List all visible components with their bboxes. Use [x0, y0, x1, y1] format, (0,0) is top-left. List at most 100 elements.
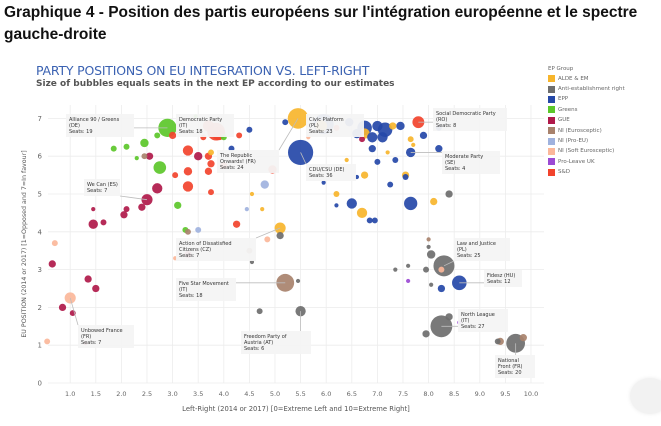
bubble-greens[interactable] [110, 145, 117, 152]
bubble-anti-establishment-right[interactable] [445, 190, 453, 198]
legend-item[interactable]: ALDE & EM [548, 74, 625, 84]
bubble-epp[interactable] [402, 174, 409, 180]
bubble-anti-establishment-right[interactable] [406, 263, 411, 268]
floating-circle-button[interactable] [630, 378, 661, 414]
bubble-alde-em[interactable] [411, 142, 416, 147]
legend-item[interactable]: NI (Eurosceptic) [548, 125, 625, 135]
bubble-epp[interactable] [334, 203, 339, 208]
legend-item[interactable]: Greens [548, 105, 625, 115]
bubble-gue[interactable] [123, 206, 130, 213]
bubble-gue[interactable] [88, 219, 98, 229]
bubble-ni-soft-eurosceptic[interactable] [438, 266, 445, 273]
bubble-anti-establishment-right[interactable] [393, 267, 398, 272]
bubble-alde-em[interactable] [430, 197, 438, 206]
bubble-s-d[interactable] [208, 189, 214, 196]
bubble-epp[interactable] [288, 139, 314, 166]
bubble-ni-eurosceptic[interactable] [141, 153, 148, 160]
bubble-greens[interactable] [174, 201, 182, 209]
bubble-ni-eurosceptic[interactable] [519, 334, 527, 342]
bubble-greens[interactable] [153, 161, 167, 174]
bubble-gue[interactable] [92, 284, 100, 293]
bubble-anti-establishment-right[interactable] [429, 282, 434, 287]
bubble-ni-soft-eurosceptic[interactable] [264, 236, 271, 243]
bubble-s-d[interactable] [182, 145, 194, 156]
bubble-anti-establishment-right[interactable] [445, 313, 453, 321]
bubble-s-d[interactable] [207, 160, 215, 168]
bubble-alde-em[interactable] [333, 191, 340, 197]
bubble-greens[interactable] [154, 132, 161, 139]
bubble-s-d[interactable] [183, 167, 193, 176]
legend-item[interactable]: Pro-Leave UK [548, 157, 625, 167]
bubble-epp[interactable] [346, 198, 357, 209]
bubble-epp[interactable] [377, 132, 388, 143]
bubble-epp[interactable] [419, 131, 428, 140]
bubble-s-d[interactable] [168, 131, 177, 140]
legend-item[interactable]: GUE [548, 115, 625, 125]
bubble-greens[interactable] [134, 155, 139, 161]
bubble-anti-establishment-right[interactable] [276, 231, 284, 240]
bubble-alde-em[interactable] [407, 136, 414, 143]
bubble-gue[interactable] [152, 183, 163, 194]
bubble-epp[interactable] [366, 217, 373, 224]
bubble-anti-establishment-right[interactable] [426, 244, 431, 250]
bubble-ni-pro-eu[interactable] [260, 180, 269, 189]
bubble-epp[interactable] [387, 181, 394, 188]
bubble-gue[interactable] [58, 303, 67, 312]
bubble-alde-em[interactable] [249, 191, 255, 197]
legend-item[interactable]: NI (Pro-EU) [548, 136, 625, 146]
bubble-ni-pro-eu[interactable] [195, 226, 202, 233]
bubble-anti-establishment-right[interactable] [423, 266, 430, 273]
bubble-anti-establishment-right[interactable] [426, 250, 436, 259]
bubble-epp[interactable] [246, 126, 253, 133]
bubble-ni-soft-eurosceptic[interactable] [44, 338, 51, 345]
bubble-s-d[interactable] [182, 181, 194, 192]
bubble-s-d[interactable] [172, 172, 179, 179]
bubble-s-d[interactable] [204, 167, 213, 175]
legend-item[interactable]: Anti-establishment right [548, 84, 625, 94]
bubble-alde-em[interactable] [356, 207, 368, 219]
bubble-epp[interactable] [437, 284, 446, 293]
bubble-gue[interactable] [359, 136, 366, 143]
bubble-alde-em[interactable] [389, 122, 397, 130]
bubble-alde-em[interactable] [385, 150, 390, 155]
bubble-gue[interactable] [48, 260, 56, 268]
bubble-epp[interactable] [371, 217, 378, 224]
bubble-s-d[interactable] [236, 132, 243, 139]
bubble-alde-em[interactable] [260, 207, 265, 212]
bubble-epp[interactable] [368, 145, 376, 153]
legend-item[interactable]: EPP [548, 94, 625, 104]
bubble-gue[interactable] [120, 211, 128, 219]
bubble-epp[interactable] [392, 157, 399, 163]
bubble-alde-em[interactable] [344, 157, 349, 163]
bubble-epp[interactable] [396, 121, 405, 131]
bubble-ni-pro-eu[interactable] [244, 207, 249, 212]
bubble-gue[interactable] [100, 219, 107, 226]
bubble-epp[interactable] [367, 132, 378, 143]
bubble-alde-em[interactable] [208, 149, 214, 156]
bubble-epp[interactable] [372, 120, 383, 132]
legend-item[interactable]: S&D [548, 167, 625, 177]
bubble-epp[interactable] [435, 145, 443, 153]
bubble-anti-establishment-right[interactable] [422, 330, 430, 338]
legend-item[interactable]: NI (Soft Eurosceptic) [548, 146, 625, 156]
bubble-alde-em[interactable] [360, 171, 369, 179]
bubble-ni-soft-eurosceptic[interactable] [51, 240, 58, 247]
bubble-ni-eurosceptic[interactable] [184, 228, 191, 235]
bubble-epp[interactable] [321, 180, 326, 185]
bubble-epp[interactable] [374, 158, 381, 165]
bubble-gue[interactable] [145, 152, 154, 160]
bubble-greens[interactable] [123, 143, 130, 150]
bubble-gue[interactable] [91, 207, 96, 212]
bubble-anti-establishment-right[interactable] [256, 308, 263, 315]
bubble-greens[interactable] [140, 138, 149, 148]
bubble-pro-leave-uk[interactable] [406, 278, 411, 284]
bubble-gue[interactable] [194, 152, 203, 161]
bubble-anti-establishment-right[interactable] [494, 338, 501, 345]
bubble-anti-establishment-right[interactable] [295, 278, 301, 284]
bubble-epp[interactable] [282, 119, 289, 126]
bubble-epp[interactable] [404, 196, 418, 211]
bubble-ni-eurosceptic[interactable] [426, 237, 431, 242]
bubble-s-d[interactable] [232, 220, 241, 228]
bubble-gue[interactable] [138, 203, 146, 211]
bubble-gue[interactable] [84, 275, 92, 283]
